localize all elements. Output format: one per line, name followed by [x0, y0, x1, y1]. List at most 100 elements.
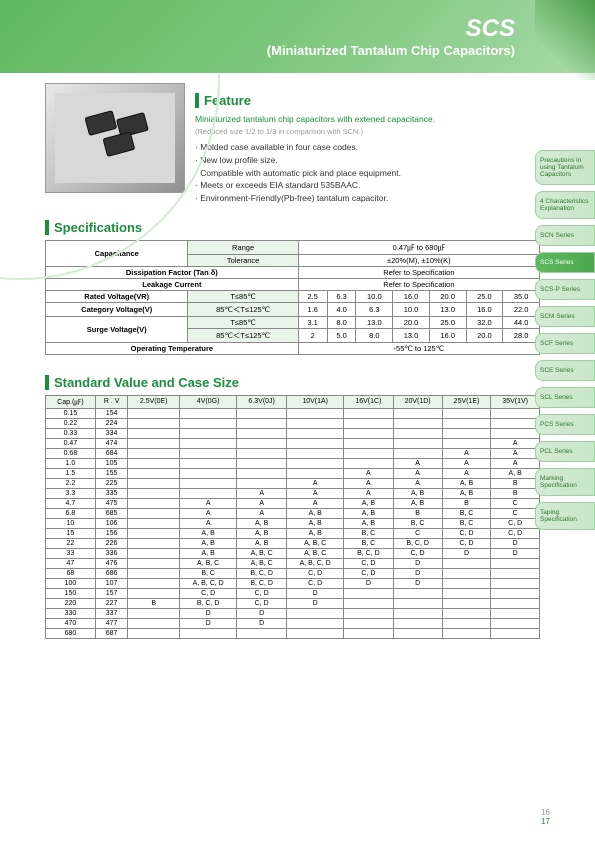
std-val-cell: B, C, D — [344, 548, 393, 558]
nav-tab[interactable]: 4 Characteristics Explanation — [535, 191, 595, 219]
std-val-cell — [237, 458, 287, 468]
std-val-cell: A, B — [180, 528, 237, 538]
std-val-cell — [442, 438, 491, 448]
spec-voltage-value: 8.0 — [327, 316, 356, 328]
std-val-cell: D — [393, 578, 442, 588]
spec-voltage-label: Surge Voltage(V) — [46, 316, 188, 342]
table-row: 470477DD — [46, 618, 540, 628]
nav-tab[interactable]: PCS Series — [535, 414, 595, 435]
std-val-cell: A, B, C — [237, 558, 287, 568]
spec-voltage-value: 16.0 — [393, 290, 430, 302]
std-val-cell: D — [237, 608, 287, 618]
spec-voltage-cond: T≤85℃ — [188, 316, 298, 328]
std-val-cell — [393, 438, 442, 448]
spec-voltage-value: 13.0 — [393, 328, 430, 342]
std-val-cell: B, C, D — [180, 598, 237, 608]
spec-voltage-value: 25.0 — [466, 290, 503, 302]
std-val-cell: A, B — [442, 478, 491, 488]
spec-voltage-value: 20.0 — [429, 290, 466, 302]
nav-tab[interactable]: SCN Series — [535, 225, 595, 246]
std-val-cell: B — [491, 478, 540, 488]
nav-tab[interactable]: SCF Series — [535, 333, 595, 354]
std-val-cell — [128, 428, 180, 438]
std-val-cell — [237, 418, 287, 428]
table-row: 1.5155AAAA, B — [46, 468, 540, 478]
feature-text-block: Feature Miniaturized tantalum chip capac… — [195, 83, 435, 205]
nav-tab[interactable]: SCM Series — [535, 306, 595, 327]
std-val-cell: A, B — [180, 548, 237, 558]
std-val-cell — [442, 558, 491, 568]
std-part-cell: 334 — [95, 428, 128, 438]
table-row: 0.33334 — [46, 428, 540, 438]
std-val-cell — [491, 618, 540, 628]
std-val-cell: C, D — [287, 568, 344, 578]
std-part-cell: 105 — [95, 458, 128, 468]
std-val-cell — [128, 628, 180, 638]
nav-tab[interactable]: SCE Series — [535, 360, 595, 381]
spec-df-value: Refer to Specification — [298, 266, 539, 278]
spec-voltage-value: 22.0 — [503, 302, 540, 316]
table-row: 220227BB, C, DC, DD — [46, 598, 540, 608]
std-val-cell — [491, 588, 540, 598]
std-val-cell — [128, 528, 180, 538]
std-part-cell: 227 — [95, 598, 128, 608]
std-val-cell — [491, 408, 540, 418]
std-val-cell: A, B — [237, 518, 287, 528]
std-val-cell: C, D — [344, 568, 393, 578]
std-val-cell: C, D — [237, 588, 287, 598]
spec-voltage-value: 28.0 — [503, 328, 540, 342]
std-val-cell — [180, 628, 237, 638]
nav-tab[interactable]: Marking Specification — [535, 468, 595, 496]
std-val-cell — [237, 438, 287, 448]
spec-leak-label: Leakage Current — [46, 278, 299, 290]
feature-item: Compatible with automatic pick and place… — [195, 167, 435, 180]
std-val-cell: C, D — [287, 578, 344, 588]
std-val-cell: A, B — [491, 468, 540, 478]
nav-tab[interactable]: SCS Series — [535, 252, 595, 273]
std-val-cell — [393, 418, 442, 428]
std-val-cell — [180, 408, 237, 418]
table-row: 15156A, BA, BA, BB, CCC, DC, D — [46, 528, 540, 538]
std-cap-cell: 33 — [46, 548, 96, 558]
spec-voltage-value: 2 — [298, 328, 327, 342]
std-val-cell — [442, 628, 491, 638]
std-val-cell: A — [442, 448, 491, 458]
std-val-cell — [491, 558, 540, 568]
spec-voltage-label: Rated Voltage(VR) — [46, 290, 188, 302]
nav-tab[interactable]: SCL Series — [535, 387, 595, 408]
table-row: 6.8685AAA, BA, BBB, CC — [46, 508, 540, 518]
std-cap-cell: 470 — [46, 618, 96, 628]
std-val-cell — [491, 608, 540, 618]
std-cap-cell: 2.2 — [46, 478, 96, 488]
std-val-cell — [287, 428, 344, 438]
table-row: 0.47474A — [46, 438, 540, 448]
std-val-cell — [180, 458, 237, 468]
nav-tab[interactable]: SCS-P Series — [535, 279, 595, 300]
std-val-cell — [344, 418, 393, 428]
std-val-cell — [491, 598, 540, 608]
std-val-cell: B — [393, 508, 442, 518]
nav-tab[interactable]: Taping Specification — [535, 502, 595, 530]
table-row: 100107A, B, C, DB, C, DC, DDD — [46, 578, 540, 588]
std-col-header: 4V(0G) — [180, 395, 237, 408]
std-val-cell: A, B — [287, 518, 344, 528]
nav-tab[interactable]: Precautions in using Tantalum Capacitors — [535, 150, 595, 185]
std-val-cell: D — [393, 568, 442, 578]
standard-title: Standard Value and Case Size — [45, 375, 540, 390]
std-val-cell: B — [128, 598, 180, 608]
spec-voltage-value: 10.0 — [356, 290, 393, 302]
std-val-cell: A, B — [287, 528, 344, 538]
std-part-cell: 685 — [95, 508, 128, 518]
std-val-cell — [344, 608, 393, 618]
std-val-cell: A, B, C — [287, 538, 344, 548]
std-col-header: 6.3V(0J) — [237, 395, 287, 408]
nav-tab[interactable]: PCL Series — [535, 441, 595, 462]
std-cap-cell: 680 — [46, 628, 96, 638]
std-val-cell — [442, 568, 491, 578]
std-cap-cell: 330 — [46, 608, 96, 618]
std-val-cell — [393, 408, 442, 418]
std-part-cell: 226 — [95, 538, 128, 548]
std-val-cell — [128, 588, 180, 598]
std-val-cell — [287, 448, 344, 458]
std-col-header: 16V(1C) — [344, 395, 393, 408]
